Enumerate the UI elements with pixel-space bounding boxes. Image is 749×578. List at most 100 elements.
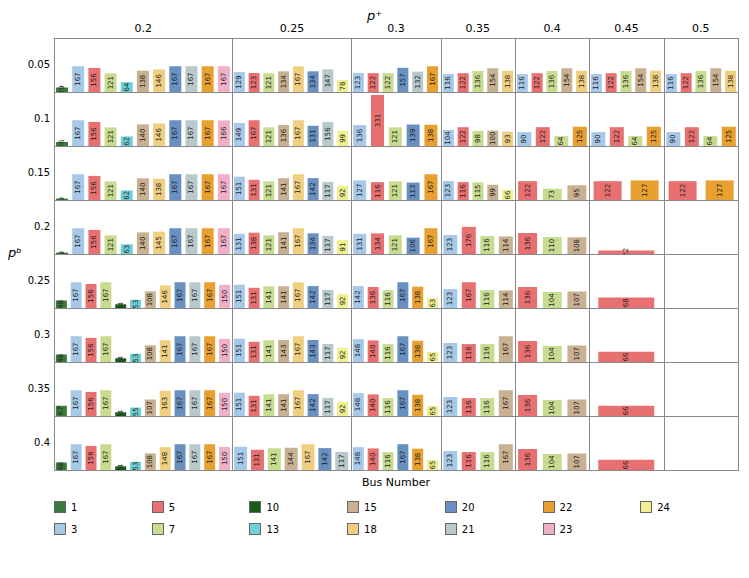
svg-text:138: 138: [652, 75, 660, 88]
svg-text:167: 167: [295, 180, 303, 193]
svg-text:122: 122: [613, 130, 621, 143]
svg-text:167: 167: [187, 234, 195, 247]
svg-text:122: 122: [607, 76, 615, 89]
svg-text:125: 125: [724, 130, 732, 143]
svg-text:116: 116: [464, 454, 472, 468]
svg-text:167: 167: [74, 126, 82, 139]
svg-text:107: 107: [573, 293, 581, 306]
svg-text:123: 123: [444, 184, 452, 197]
svg-text:167: 167: [220, 72, 228, 85]
svg-text:167: 167: [399, 450, 407, 463]
svg-text:167: 167: [102, 396, 110, 409]
svg-text:167: 167: [72, 450, 80, 463]
svg-text:127: 127: [715, 184, 723, 197]
svg-text:116: 116: [483, 292, 491, 306]
svg-text:167: 167: [204, 72, 212, 85]
svg-text:66: 66: [503, 190, 511, 199]
svg-text:66: 66: [623, 406, 631, 415]
svg-text:116: 116: [518, 76, 526, 90]
svg-text:167: 167: [429, 72, 437, 85]
svg-text:122: 122: [370, 76, 378, 89]
svg-text:107: 107: [573, 347, 581, 360]
svg-text:64: 64: [706, 136, 714, 145]
svg-text:143: 143: [310, 344, 318, 357]
svg-text:141: 141: [280, 290, 288, 303]
svg-text:115: 115: [474, 184, 482, 197]
svg-text:131: 131: [251, 183, 259, 196]
svg-text:99: 99: [488, 188, 496, 197]
svg-text:92: 92: [339, 350, 347, 359]
svg-text:121: 121: [265, 238, 273, 251]
svg-text:121: 121: [265, 76, 273, 89]
svg-text:151: 151: [236, 290, 244, 303]
svg-text:108: 108: [146, 455, 154, 468]
svg-text:167: 167: [187, 180, 195, 193]
svg-text:122: 122: [678, 184, 686, 197]
svg-text:167: 167: [191, 396, 199, 409]
svg-text:114: 114: [501, 238, 509, 252]
svg-text:92: 92: [339, 188, 347, 197]
svg-text:127: 127: [641, 184, 649, 197]
svg-text:92: 92: [339, 404, 347, 413]
svg-text:167: 167: [501, 450, 509, 463]
svg-text:116: 116: [384, 400, 392, 414]
svg-text:167: 167: [295, 342, 303, 355]
svg-text:104: 104: [444, 131, 452, 145]
svg-text:136: 136: [280, 128, 288, 142]
svg-text:154: 154: [711, 73, 719, 87]
svg-text:167: 167: [72, 342, 80, 355]
svg-text:122: 122: [539, 130, 547, 143]
svg-text:136: 136: [356, 128, 364, 142]
svg-text:64: 64: [632, 136, 640, 145]
svg-text:331: 331: [374, 114, 382, 127]
svg-text:138: 138: [414, 399, 422, 412]
svg-text:48: 48: [57, 462, 65, 470]
svg-text:167: 167: [427, 234, 435, 247]
svg-text:129: 129: [236, 75, 244, 88]
svg-text:64: 64: [123, 82, 131, 91]
svg-text:142: 142: [310, 398, 318, 411]
svg-text:116: 116: [593, 76, 601, 90]
svg-text:143: 143: [280, 344, 288, 357]
svg-text:121: 121: [392, 130, 400, 143]
svg-text:140: 140: [370, 453, 378, 466]
svg-text:167: 167: [102, 450, 110, 463]
svg-text:144: 144: [288, 452, 296, 466]
svg-text:66: 66: [623, 460, 631, 469]
svg-text:141: 141: [280, 236, 288, 249]
svg-text:131: 131: [251, 345, 259, 358]
svg-text:140: 140: [139, 129, 147, 142]
svg-text:176: 176: [464, 233, 472, 247]
svg-text:138: 138: [414, 291, 422, 304]
svg-text:131: 131: [236, 237, 244, 250]
svg-text:122: 122: [682, 76, 690, 89]
svg-text:142: 142: [321, 452, 329, 465]
svg-text:167: 167: [176, 396, 184, 409]
svg-text:140: 140: [370, 399, 378, 412]
svg-text:167: 167: [304, 450, 312, 463]
svg-text:108: 108: [146, 347, 154, 360]
svg-text:29: 29: [58, 85, 66, 92]
svg-text:141: 141: [265, 398, 273, 411]
svg-text:154: 154: [637, 73, 645, 87]
svg-text:123: 123: [446, 454, 454, 467]
svg-text:123: 123: [355, 76, 363, 89]
svg-text:53: 53: [132, 353, 140, 362]
svg-text:116: 116: [384, 454, 392, 468]
svg-text:122: 122: [604, 184, 612, 197]
svg-text:167: 167: [464, 288, 472, 301]
svg-text:156: 156: [87, 289, 95, 303]
svg-text:106: 106: [410, 239, 418, 253]
svg-text:167: 167: [295, 234, 303, 247]
svg-text:122: 122: [459, 130, 467, 143]
svg-text:113: 113: [410, 185, 418, 198]
svg-text:150: 150: [221, 398, 229, 411]
svg-text:134: 134: [280, 74, 288, 88]
svg-text:136: 136: [370, 290, 378, 304]
svg-text:131: 131: [310, 129, 318, 142]
svg-text:65: 65: [429, 353, 437, 362]
svg-text:167: 167: [74, 72, 82, 85]
svg-text:167: 167: [206, 450, 214, 463]
svg-text:121: 121: [107, 76, 115, 89]
svg-text:151: 151: [236, 182, 244, 195]
